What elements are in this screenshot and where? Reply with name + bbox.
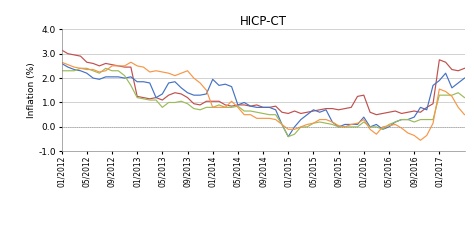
Legend: Belgium, Germany, France, Netherlands: Belgium, Germany, France, Netherlands (139, 243, 387, 244)
Y-axis label: Inflation (%): Inflation (%) (27, 62, 36, 118)
Title: HICP-CT: HICP-CT (239, 15, 287, 28)
